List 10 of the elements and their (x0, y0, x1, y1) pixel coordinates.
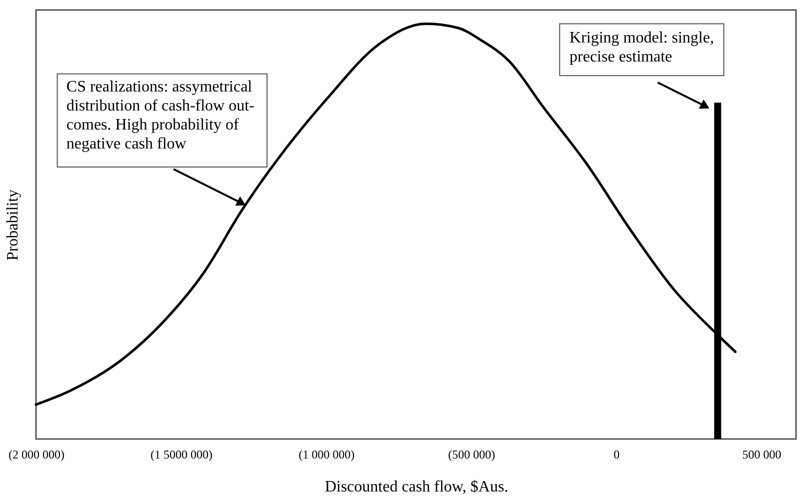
x-axis-title: Discounted cash flow, $Aus. (324, 478, 508, 496)
annotation: CS realizations: assymetrical distribution of cash-flow out-comes. High probability of negative cash flow (66, 78, 254, 153)
x-tick-label: 0 (614, 448, 620, 462)
x-tick-label: 500 000 (742, 448, 782, 462)
x-tick-label: (1 5000 000) (150, 448, 213, 462)
x-tick-label: (1 000 000) (298, 448, 355, 462)
annotation: Kriging model: single, precise estimate (570, 30, 714, 66)
y-axis-title: Probability (4, 189, 22, 261)
x-tick-label: (2 000 000) (8, 448, 64, 462)
x-tick-label: (500 000) (448, 448, 496, 462)
